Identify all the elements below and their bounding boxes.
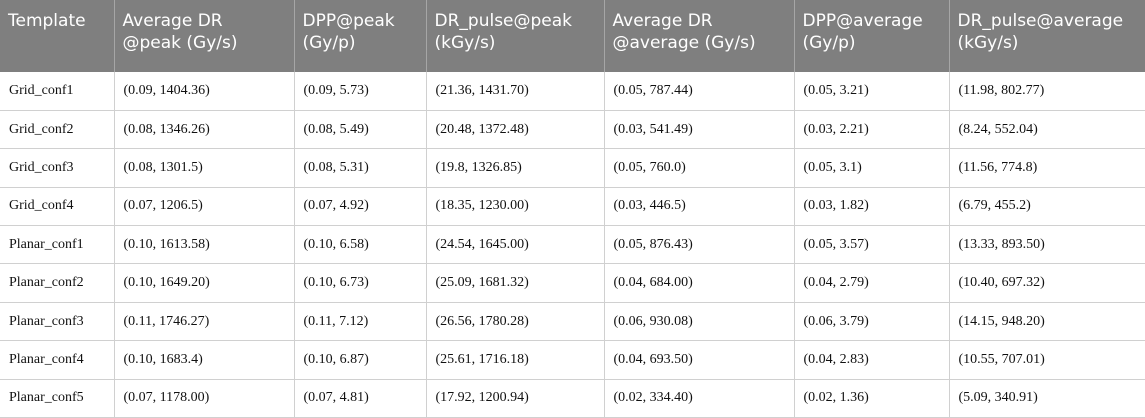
cell-average-dr-average: (0.05, 876.43) — [603, 225, 794, 265]
cell-dr-pulse-peak: (26.56, 1780.28) — [425, 302, 604, 342]
cell-dpp-peak: (0.09, 5.73) — [293, 72, 426, 111]
cell-template: Planar_conf1 — [0, 225, 114, 265]
cell-dpp-average: (0.05, 3.57) — [793, 225, 949, 265]
table-row: Planar_conf4 (0.10, 1683.4) (0.10, 6.87) (2… — [0, 340, 1145, 380]
cell-average-dr-peak: (0.10, 1613.58) — [113, 225, 294, 265]
cell-dr-pulse-average: (13.33, 893.50) — [948, 225, 1145, 265]
header-average-dr-peak: Average DR @peak (Gy/s) — [113, 0, 294, 72]
cell-dpp-peak: (0.07, 4.81) — [293, 379, 426, 418]
cell-dr-pulse-peak: (19.8, 1326.85) — [425, 148, 604, 188]
cell-dr-pulse-average: (8.24, 552.04) — [948, 110, 1145, 150]
cell-average-dr-average: (0.06, 930.08) — [603, 302, 794, 342]
cell-average-dr-peak: (0.07, 1206.5) — [113, 187, 294, 227]
cell-template: Grid_conf3 — [0, 148, 114, 188]
table-row: Planar_conf1 (0.10, 1613.58) (0.10, 6.58)(… — [0, 225, 1145, 265]
cell-template: Grid_conf2 — [0, 110, 114, 150]
cell-dpp-peak: (0.10, 6.87) — [293, 340, 426, 380]
cell-average-dr-average: (0.04, 684.00) — [603, 263, 794, 303]
cell-dpp-peak: (0.10, 6.73) — [293, 263, 426, 303]
cell-dr-pulse-average: (10.40, 697.32) — [948, 263, 1145, 303]
cell-template: Grid_conf4 — [0, 187, 114, 227]
cell-dr-pulse-peak: (25.61, 1716.18) — [425, 340, 604, 380]
cell-dpp-average: (0.04, 2.79) — [793, 263, 949, 303]
cell-dpp-average: (0.04, 2.83) — [793, 340, 949, 380]
header-dpp-peak: DPP@peak (Gy/p) — [293, 0, 426, 72]
cell-dpp-average: (0.06, 3.79) — [793, 302, 949, 342]
cell-average-dr-average: (0.04, 693.50) — [603, 340, 794, 380]
cell-dr-pulse-average: (6.79, 455.2) — [948, 187, 1145, 227]
cell-dr-pulse-average: (10.55, 707.01) — [948, 340, 1145, 380]
table-row: Grid_conf1 (0.09, 1404.36) (0.09, 5.73) (21… — [0, 72, 1145, 111]
cell-average-dr-average: (0.05, 787.44) — [603, 72, 794, 111]
cell-average-dr-average: (0.02, 334.40) — [603, 379, 794, 418]
cell-dr-pulse-peak: (25.09, 1681.32) — [425, 263, 604, 303]
cell-dr-pulse-average: (14.15, 948.20) — [948, 302, 1145, 342]
cell-dpp-average: (0.03, 2.21) — [793, 110, 949, 150]
cell-dpp-peak: (0.07, 4.92) — [293, 187, 426, 227]
cell-dpp-average: (0.02, 1.36) — [793, 379, 949, 418]
cell-dr-pulse-peak: (17.92, 1200.94) — [425, 379, 604, 418]
cell-average-dr-peak: (0.07, 1178.00) — [113, 379, 294, 418]
header-dpp-average: DPP@average (Gy/p) — [793, 0, 949, 72]
cell-template: Grid_conf1 — [0, 72, 114, 111]
cell-dpp-average: (0.05, 3.21) — [793, 72, 949, 111]
cell-average-dr-average: (0.03, 446.5) — [603, 187, 794, 227]
cell-dr-pulse-peak: (24.54, 1645.00) — [425, 225, 604, 265]
cell-average-dr-peak: (0.08, 1346.26) — [113, 110, 294, 150]
cell-template: Planar_conf2 — [0, 263, 114, 303]
cell-dpp-peak: (0.10, 6.58) — [293, 225, 426, 265]
cell-average-dr-peak: (0.10, 1683.4) — [113, 340, 294, 380]
cell-dpp-peak: (0.08, 5.49) — [293, 110, 426, 150]
cell-average-dr-peak: (0.10, 1649.20) — [113, 263, 294, 303]
cell-dpp-peak: (0.11, 7.12) — [293, 302, 426, 342]
cell-dpp-average: (0.05, 3.1) — [793, 148, 949, 188]
header-average-dr-average: Average DR @average (Gy/s) — [603, 0, 794, 72]
cell-dpp-average: (0.03, 1.82) — [793, 187, 949, 227]
cell-dr-pulse-peak: (20.48, 1372.48) — [425, 110, 604, 150]
table-row: Planar_conf3 (0.11, 1746.27) (0.11, 7.12)(… — [0, 302, 1145, 342]
cell-template: Planar_conf3 — [0, 302, 114, 342]
table-row: Planar_conf5 (0.07, 1178.00) (0.07, 4.81)(… — [0, 379, 1145, 418]
cell-dr-pulse-average: (5.09, 340.91) — [948, 379, 1145, 418]
cell-average-dr-peak: (0.09, 1404.36) — [113, 72, 294, 111]
header-dr-pulse-average: DR_pulse@average (kGy/s) — [948, 0, 1145, 72]
cell-dr-pulse-peak: (21.36, 1431.70) — [425, 72, 604, 111]
cell-template: Planar_conf4 — [0, 340, 114, 380]
table-row: Grid_conf2 (0.08, 1346.26) (0.08, 5.49) (20… — [0, 110, 1145, 150]
header-template: Template — [8, 11, 86, 31]
cell-dr-pulse-average: (11.98, 802.77) — [948, 72, 1145, 111]
table-header: Template Average DR @peak (Gy/s) DPP@pea… — [0, 0, 1145, 72]
table-row: Planar_conf2 (0.10, 1649.20) (0.10, 6.73)(… — [0, 263, 1145, 303]
cell-dr-pulse-average: (11.56, 774.8) — [948, 148, 1145, 188]
cell-template: Planar_conf5 — [0, 379, 114, 418]
header-row: Template Average DR @peak (Gy/s) DPP@pea… — [0, 0, 1145, 72]
cell-dr-pulse-peak: (18.35, 1230.00) — [425, 187, 604, 227]
cell-average-dr-peak: (0.11, 1746.27) — [113, 302, 294, 342]
table-row: Grid_conf3 (0.08, 1301.5) (0.08, 5.31) (19.… — [0, 148, 1145, 188]
cell-average-dr-peak: (0.08, 1301.5) — [113, 148, 294, 188]
cell-dpp-peak: (0.08, 5.31) — [293, 148, 426, 188]
table-row: Grid_conf4 (0.07, 1206.5) (0.07, 4.92) (18.… — [0, 187, 1145, 227]
cell-average-dr-average: (0.05, 760.0) — [603, 148, 794, 188]
header-dr-pulse-peak: DR_pulse@peak (kGy/s) — [425, 0, 604, 72]
cell-average-dr-average: (0.03, 541.49) — [603, 110, 794, 150]
table-body: Grid_conf1 (0.09, 1404.36) (0.09, 5.73) (21… — [0, 72, 1145, 418]
